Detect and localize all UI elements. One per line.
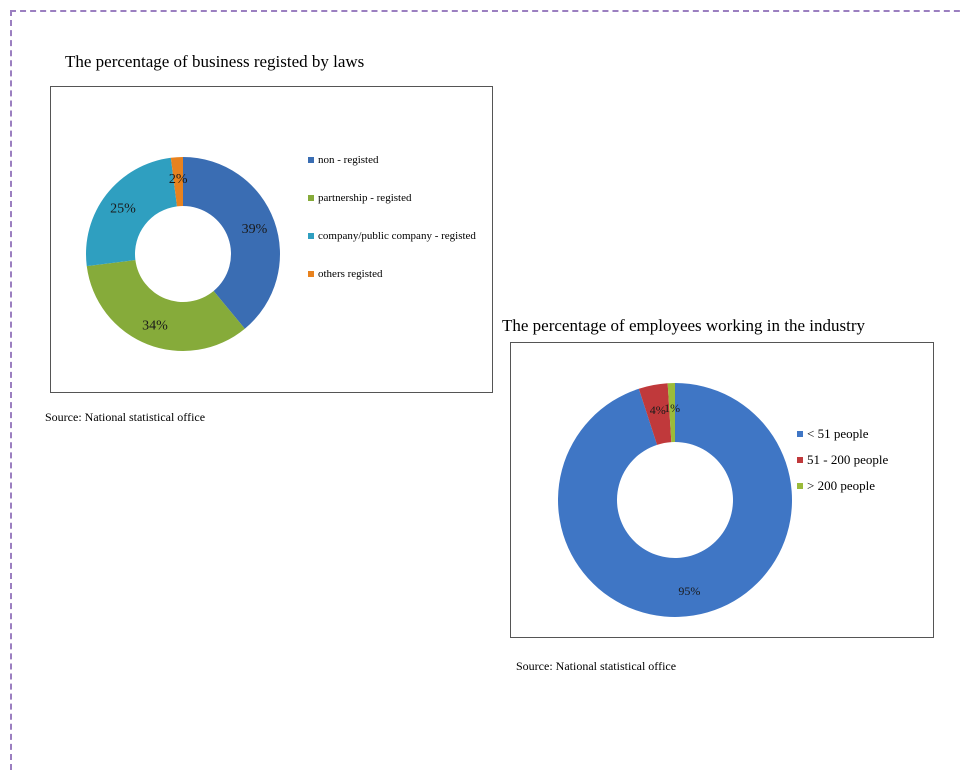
chart-1-legend: non - registed partnership - registed comp… (308, 153, 486, 305)
chart-1-legend-item: non - registed (308, 153, 486, 167)
chart-2-legend-label: > 200 people (807, 478, 875, 493)
chart-1-source: Source: National statistical office (45, 410, 206, 424)
chart-1-slice-2 (86, 157, 177, 267)
chart-1-slice-3 (170, 157, 183, 207)
chart-1-legend-swatch (308, 195, 314, 201)
chart-1-legend-item: company/public company - registed (308, 229, 486, 243)
chart-2-slice-1 (638, 383, 672, 445)
chart-1-legend-swatch (308, 157, 314, 163)
chart-1-slice-0 (183, 157, 280, 329)
chart-1-legend-swatch (308, 271, 314, 277)
chart-1-legend-item: others registed (308, 267, 486, 281)
chart-1-data-label-0: 39% (242, 222, 268, 237)
chart-1-data-label-1: 34% (142, 319, 168, 334)
chart-1-donut: 39% 34% 25% 2% (86, 157, 280, 351)
chart-2-legend: < 51 people 51 - 200 people > 200 people (797, 421, 888, 499)
chart-2-title: The percentage of employees working in t… (502, 316, 866, 335)
chart-1-data-label-3: 2% (169, 172, 188, 187)
chart-2-donut: 95% 4%1% (558, 383, 792, 617)
chart-1-title: The percentage of business registed by l… (65, 52, 365, 71)
chart-1-legend-label: company/public company - registed (318, 230, 476, 242)
chart-2-slice-0 (558, 383, 792, 617)
chart-1-legend-swatch (308, 233, 314, 239)
chart-1-legend-item: partnership - registed (308, 191, 486, 205)
chart-2-legend-item: 51 - 200 people (797, 447, 888, 473)
chart-2-legend-item: < 51 people (797, 421, 888, 447)
chart-2-slice-2 (667, 383, 675, 443)
chart-1-legend-label: partnership - registed (318, 192, 412, 204)
chart-2-legend-swatch (797, 457, 803, 463)
chart-2-legend-swatch (797, 431, 803, 437)
chart-2-data-label-0: 95% (678, 584, 700, 598)
chart-1-legend-label: others registed (318, 268, 383, 280)
chart-2-legend-item: > 200 people (797, 473, 888, 499)
chart-1-data-label-2: 25% (110, 201, 136, 216)
chart-2-data-label-1: 4% (650, 403, 666, 417)
dashed-frame (10, 10, 963, 770)
chart-1-box: 39% 34% 25% 2% non - registed partnership - … (50, 86, 493, 393)
chart-2-legend-label: 51 - 200 people (807, 452, 889, 467)
chart-2-data-label-2: 1% (664, 401, 680, 415)
chart-2-source: Source: National statistical office (516, 659, 677, 673)
chart-1-slice-1 (86, 260, 245, 351)
chart-2-box: 95% 4% 1% < 51 people 51 - 200 people > 200 … (510, 342, 934, 638)
chart-1-legend-label: non - registed (318, 154, 379, 166)
chart-2-legend-label: < 51 people (807, 426, 869, 441)
chart-2-legend-swatch (797, 483, 803, 489)
